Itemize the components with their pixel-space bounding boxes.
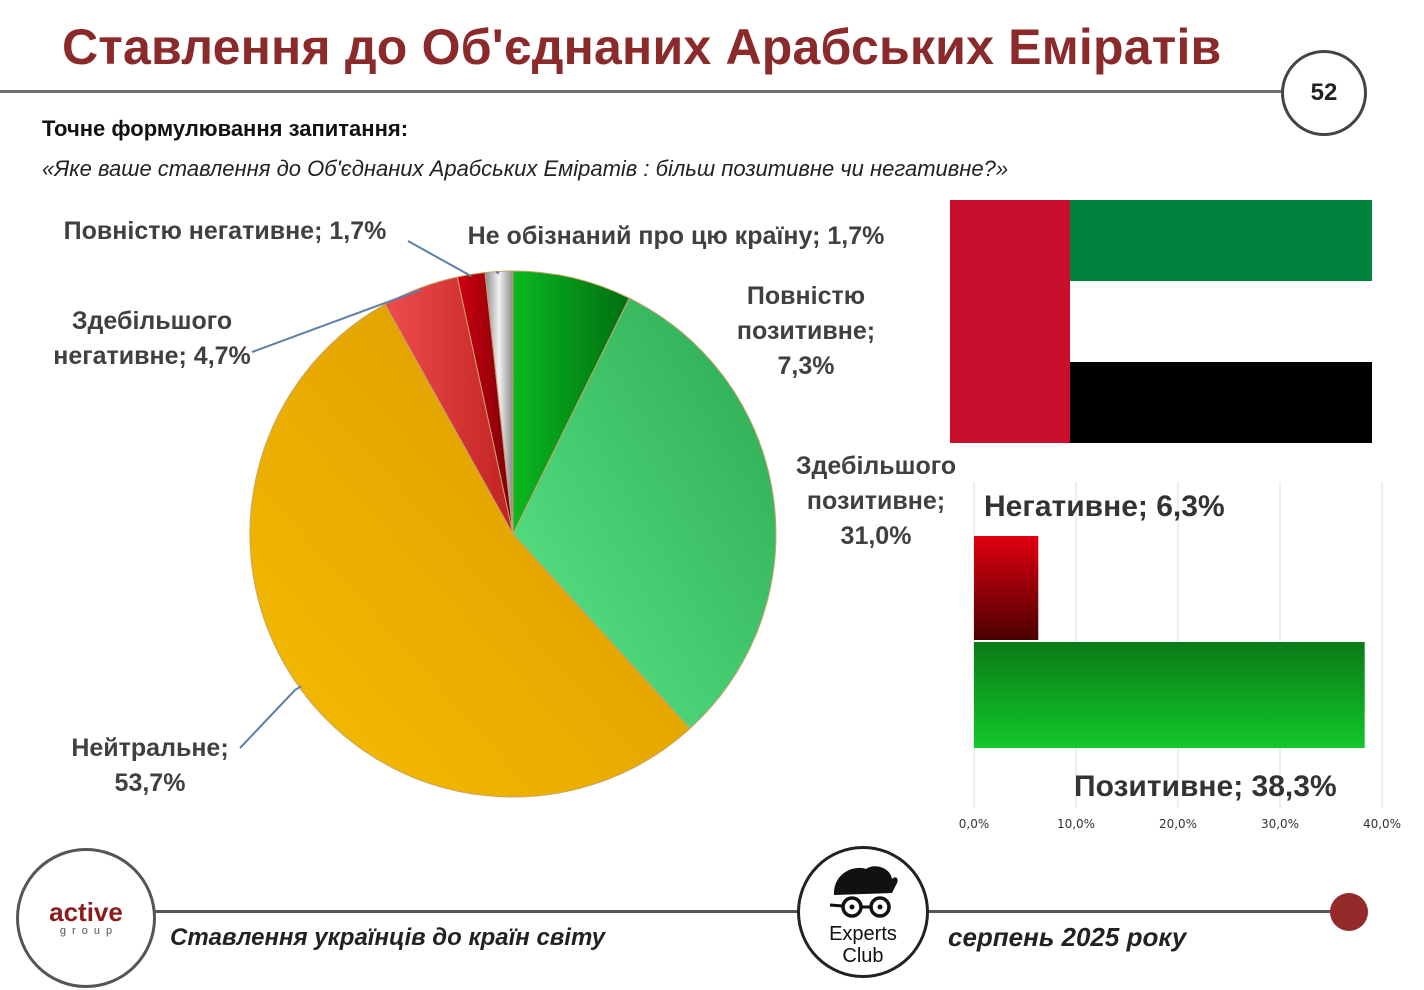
bar-2 — [974, 642, 1365, 748]
pie-slice-1 — [512, 270, 631, 535]
pie-slice-6 — [484, 270, 514, 535]
pie-chart — [249, 270, 777, 798]
uae-flag-icon — [950, 200, 1372, 443]
pie-labels: Повністю позитивне; 7,3% Здебільшого позитив… — [53, 217, 956, 797]
leader-line-6 — [495, 271, 500, 275]
flag-black-stripe — [1070, 362, 1372, 443]
question-heading: Точне формулювання запитання: — [42, 116, 409, 141]
x-tick-5: 40,0% — [1363, 817, 1401, 831]
logo-experts-text: Experts Club — [800, 923, 926, 967]
pie-label-6: Не обізнаний про цю країну; 1,7% — [468, 222, 885, 250]
x-tick-2: 10,0% — [1057, 817, 1095, 831]
question-text: «Яке ваше ставлення до Об'єднаних Арабсь… — [42, 156, 1009, 181]
bar-1 — [974, 536, 1039, 640]
flag-white-stripe — [1070, 281, 1372, 362]
pie-label-3: Нейтральне; 53,7% — [71, 734, 228, 797]
bar-label-negative: Негативне; 6,3% — [984, 490, 1225, 523]
logo-active-sub: group — [59, 925, 119, 937]
logo-active-word: active — [49, 897, 123, 927]
footer-divider — [150, 910, 1340, 913]
flag-red-band — [950, 200, 1070, 443]
x-tick-1: 0,0% — [959, 817, 990, 831]
footer-survey-title: Ставлення українців до країн світу — [170, 924, 606, 951]
experts-club-logo: Experts Club — [797, 846, 929, 978]
flag-green-stripe — [1070, 200, 1372, 281]
page-title: Ставлення до Об'єднаних Арабських Емірат… — [62, 19, 1222, 75]
x-tick-3: 20,0% — [1159, 817, 1197, 831]
pie-label-4: Здебільшого негативне; 4,7% — [53, 307, 251, 370]
leader-line-4 — [251, 288, 422, 353]
bar-chart: 0,0% 10,0% 20,0% 30,0% 40,0% Негативне; 6,3% П… — [959, 482, 1401, 831]
glasses-face-icon — [829, 866, 898, 918]
bar-label-positive: Позитивне; 38,3% — [1074, 770, 1337, 803]
active-group-logo: active group — [16, 848, 156, 988]
logo-experts-line1: Experts — [829, 923, 897, 945]
x-tick-4: 30,0% — [1261, 817, 1299, 831]
pie-label-5: Повністю негативне; 1,7% — [64, 217, 387, 245]
logo-experts-line2: Club — [842, 945, 884, 967]
pie-label-1: Повністю позитивне; 7,3% — [737, 282, 875, 380]
footer-date: серпень 2025 року — [948, 922, 1187, 952]
pie-label-2: Здебільшого позитивне; 31,0% — [796, 452, 956, 550]
leader-line-3 — [239, 685, 302, 749]
title-divider — [0, 90, 1283, 93]
decorative-dot — [1330, 893, 1368, 931]
page-number-badge: 52 — [1281, 50, 1367, 136]
pie-slice-2 — [512, 297, 777, 730]
leader-line-5 — [407, 240, 472, 278]
pie-leader-lines — [239, 240, 500, 749]
